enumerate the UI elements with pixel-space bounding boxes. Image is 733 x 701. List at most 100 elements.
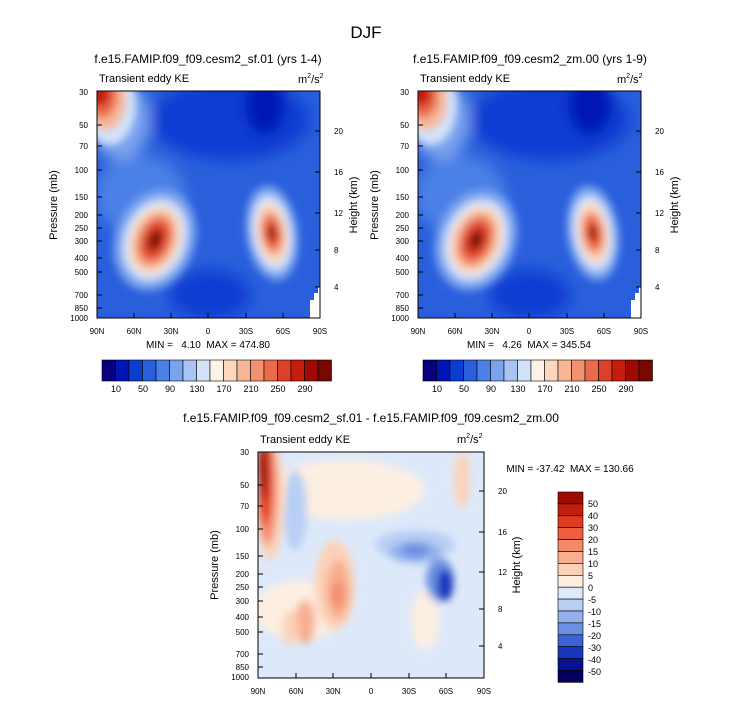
tick-label: 90S bbox=[313, 327, 327, 336]
tick-label: 50 bbox=[79, 121, 88, 130]
tick-label: 300 bbox=[236, 597, 250, 606]
panel-difference: f.e15.FAMIP.f09_f09.cesm2_sf.01 - f.e15.… bbox=[183, 411, 634, 696]
colorbar-swatch bbox=[557, 646, 584, 659]
tick-label: 850 bbox=[396, 304, 410, 313]
colorbar-swatch bbox=[557, 551, 584, 564]
colorbar-labels: 10 50 90 130 170 210 250 290 bbox=[111, 384, 313, 394]
y2-axis-label: Height (km) bbox=[669, 177, 681, 234]
height-ticks: 20 16 12 8 4 bbox=[655, 127, 664, 292]
tick-label: 4 bbox=[498, 642, 503, 651]
tick-label: 30S bbox=[402, 687, 416, 696]
colorbar-swatch bbox=[598, 359, 613, 382]
colorbar-swatch bbox=[638, 359, 653, 382]
tick-label: 1000 bbox=[391, 314, 409, 323]
colorbar-swatch bbox=[169, 359, 184, 382]
tick-label: 50 bbox=[240, 481, 249, 490]
min-max-stats: MIN = 4.10 MAX = 474.80 bbox=[146, 340, 270, 351]
tick-label: 1000 bbox=[231, 673, 249, 682]
tick-label: 250 bbox=[396, 224, 410, 233]
panel-subtitle: Transient eddy KE bbox=[420, 73, 510, 85]
tick-label: 700 bbox=[396, 291, 410, 300]
tick-label: 400 bbox=[75, 254, 89, 263]
tick-label: 60S bbox=[439, 687, 453, 696]
colorbar bbox=[557, 491, 584, 683]
colorbar-swatch bbox=[557, 527, 584, 540]
figure-title: DJF bbox=[350, 23, 381, 42]
colorbar-swatch bbox=[155, 359, 170, 382]
pressure-ticks: 30 50 70 100 150 200 250 300 400 500 700… bbox=[231, 448, 249, 682]
colorbar-swatch bbox=[557, 610, 584, 624]
colorbar-swatch bbox=[557, 539, 584, 552]
colorbar-label: 170 bbox=[537, 384, 552, 394]
tick-label: 20 bbox=[334, 127, 343, 136]
min-max-stats: MIN = -37.42 MAX = 130.66 bbox=[506, 464, 634, 475]
colorbar-swatch bbox=[182, 359, 197, 382]
colorbar-swatch bbox=[317, 359, 332, 382]
colorbar-swatch bbox=[236, 359, 251, 382]
tick-label: 500 bbox=[396, 268, 410, 277]
tick-label: 4 bbox=[655, 283, 660, 292]
colorbar-labels: 50 40 30 20 15 10 5 0 -5 -10 -15 -20 -30… bbox=[588, 499, 601, 677]
colorbar-swatch bbox=[463, 359, 478, 382]
colorbar-swatch bbox=[544, 359, 559, 382]
colorbar-label: 90 bbox=[486, 384, 496, 394]
colorbar-swatch bbox=[263, 359, 278, 382]
units-label: m2/s2 bbox=[457, 433, 483, 446]
colorbar-label: 5 bbox=[588, 571, 593, 581]
tick-label: 4 bbox=[334, 283, 339, 292]
tick-label: 30N bbox=[164, 327, 179, 336]
tick-label: 60S bbox=[597, 327, 611, 336]
panel-top-right: f.e15.FAMIP.f09_f09.cesm2_zm.00 (yrs 1-9… bbox=[369, 52, 681, 394]
lat-ticks: 90N 60N 30N 0 30S 60S 90S bbox=[411, 327, 648, 336]
colorbar-label: 0 bbox=[588, 583, 593, 593]
colorbar-swatch bbox=[490, 359, 505, 382]
colorbar-swatch bbox=[196, 359, 211, 382]
colorbar-swatch bbox=[557, 634, 584, 647]
tick-label: 500 bbox=[236, 628, 250, 637]
tick-label: 12 bbox=[655, 209, 664, 218]
colorbar-swatch bbox=[557, 491, 584, 505]
colorbar-label: 40 bbox=[588, 511, 598, 521]
y-axis-label: Pressure (mb) bbox=[369, 170, 381, 240]
tick-label: 90N bbox=[411, 327, 426, 336]
tick-label: 0 bbox=[206, 327, 211, 336]
colorbar-swatch bbox=[611, 359, 626, 382]
colorbar-label: -5 bbox=[588, 595, 596, 605]
pressure-tick-marks bbox=[96, 90, 320, 318]
height-ticks: 20 16 12 8 4 bbox=[498, 487, 507, 651]
tick-label: 1000 bbox=[70, 314, 88, 323]
tick-label: 90S bbox=[477, 687, 491, 696]
tick-label: 90S bbox=[634, 327, 648, 336]
colorbar-labels: 10 50 90 130 170 210 250 290 bbox=[432, 384, 634, 394]
colorbar-label: 130 bbox=[510, 384, 525, 394]
colorbar-label: 50 bbox=[138, 384, 148, 394]
colorbar-swatch bbox=[115, 359, 130, 382]
colorbar-label: -40 bbox=[588, 655, 601, 665]
colorbar-swatch bbox=[304, 359, 319, 382]
tick-label: 90N bbox=[90, 327, 105, 336]
colorbar-label: 170 bbox=[216, 384, 231, 394]
tick-label: 300 bbox=[396, 237, 410, 246]
tick-label: 700 bbox=[236, 650, 250, 659]
colorbar-label: 20 bbox=[588, 535, 598, 545]
colorbar-label: 90 bbox=[165, 384, 175, 394]
colorbar-swatch bbox=[557, 359, 572, 382]
tick-label: 30S bbox=[560, 327, 574, 336]
colorbar-swatch bbox=[449, 359, 464, 382]
colorbar-swatch bbox=[503, 359, 518, 382]
colorbar-label: -30 bbox=[588, 643, 601, 653]
height-ticks: 20 16 12 8 4 bbox=[334, 127, 343, 292]
y-axis-label: Pressure (mb) bbox=[209, 530, 221, 600]
tick-label: 60N bbox=[289, 687, 304, 696]
tick-label: 30N bbox=[485, 327, 500, 336]
colorbar bbox=[422, 359, 653, 382]
colorbar-label: 290 bbox=[618, 384, 633, 394]
tick-label: 20 bbox=[498, 487, 507, 496]
colorbar-label: 250 bbox=[270, 384, 285, 394]
tick-label: 30S bbox=[239, 327, 253, 336]
colorbar-swatch bbox=[557, 503, 584, 517]
colorbar-swatch bbox=[223, 359, 238, 382]
tick-label: 700 bbox=[75, 291, 89, 300]
tick-label: 60S bbox=[276, 327, 290, 336]
